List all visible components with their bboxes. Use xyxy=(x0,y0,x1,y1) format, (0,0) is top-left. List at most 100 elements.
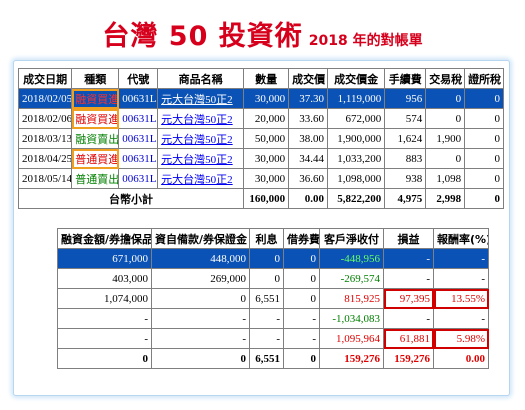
trade-type: 融資賣出 xyxy=(71,128,120,149)
settle-margin: - xyxy=(57,308,152,329)
trade-qty: 20,000 xyxy=(243,108,290,129)
table-row[interactable]: 2018/05/14 普通賣出 00631L 元大台灣50正2 30,000 3… xyxy=(17,168,504,189)
settle-interest: - xyxy=(249,328,284,349)
settle-borrow-fee: - xyxy=(283,328,320,349)
trade-stax: 0 xyxy=(464,108,504,129)
table-row[interactable]: 2018/02/06 融資買進 00631L 元大台灣50正2 20,000 3… xyxy=(17,108,504,129)
settle-total-interest: 6,551 xyxy=(249,348,284,369)
table-row[interactable]: - - - - 1,095,964 61,881 5.98% xyxy=(57,328,489,349)
trade-qty: 30,000 xyxy=(243,88,290,109)
col-qty: 數量 xyxy=(243,68,290,89)
trade-product-link[interactable]: 元大台灣50正2 xyxy=(157,148,245,169)
trade-table: 成交日期 種類 代號 商品名稱 數量 成交價 成交價金 手續費 交易稅 證所稅 … xyxy=(17,68,504,209)
trade-tax: 0 xyxy=(425,88,466,109)
settle-return-highlight: 13.55% xyxy=(433,288,489,309)
trade-stax: 0 xyxy=(464,128,504,149)
trade-header-row: 成交日期 種類 代號 商品名稱 數量 成交價 成交價金 手續費 交易稅 證所稅 xyxy=(17,68,504,89)
col-borrow-fee: 借券費 xyxy=(283,228,320,249)
settle-interest: 0 xyxy=(249,268,284,289)
trade-amount: 1,900,000 xyxy=(326,128,386,149)
table-row[interactable]: 2018/02/05 融資買進 00631L 元大台灣50正2 30,000 3… xyxy=(17,88,504,109)
col-margin: 融資金額/券擔保品 xyxy=(57,228,152,249)
settle-net: 815,925 xyxy=(319,288,384,309)
trade-fee: 1,624 xyxy=(384,128,427,149)
trade-product-link[interactable]: 元大台灣50正2 xyxy=(157,168,245,189)
settle-net: 1,095,964 xyxy=(319,328,384,349)
settle-total-self-fund: 0 xyxy=(151,348,250,369)
settle-margin: - xyxy=(57,328,152,349)
settle-net: -269,574 xyxy=(319,268,384,289)
trade-product-link[interactable]: 元大台灣50正2 xyxy=(157,128,245,149)
trade-fee: 956 xyxy=(384,88,427,109)
trade-total-amount: 5,822,200 xyxy=(326,188,386,209)
trade-price: 37.30 xyxy=(288,88,328,109)
table-row[interactable]: 671,000 448,000 0 0 -448,956 - - xyxy=(57,248,489,269)
settle-return: - xyxy=(433,248,489,269)
col-tax: 交易稅 xyxy=(425,68,466,89)
trade-qty: 30,000 xyxy=(243,168,290,189)
settlement-table: 融資金額/券擔保品 資自備款/券保證金 利息 借券費 客戶淨收付 損益 報酬率(… xyxy=(57,228,489,369)
settle-interest: 6,551 xyxy=(249,288,284,309)
col-date: 成交日期 xyxy=(17,68,73,89)
col-pnl: 損益 xyxy=(383,228,434,249)
table-row[interactable]: 1,074,000 0 6,551 0 815,925 97,395 13.55… xyxy=(57,288,489,309)
trade-total-stax: 0 xyxy=(464,188,504,209)
trade-code: 00631L xyxy=(118,168,159,189)
trade-code: 00631L xyxy=(118,108,159,129)
settle-net: -448,956 xyxy=(319,248,384,269)
settle-interest: 0 xyxy=(249,248,284,269)
title-main: 台灣 50 投資術 xyxy=(102,21,303,52)
trade-product-link[interactable]: 元大台灣50正2 xyxy=(157,88,245,109)
trade-code: 00631L xyxy=(118,148,159,169)
settle-total-row: 0 0 6,551 0 159,276 159,276 0.00 xyxy=(57,348,489,369)
trade-amount: 1,098,000 xyxy=(326,168,386,189)
table-row[interactable]: - - - - -1,034,083 - - xyxy=(57,308,489,329)
trade-type: 融資買進 xyxy=(71,108,120,129)
settle-total-pnl: 159,276 xyxy=(383,348,434,369)
trade-type: 融資買進 xyxy=(71,88,120,109)
col-product: 商品名稱 xyxy=(157,68,245,89)
settle-total-margin: 0 xyxy=(57,348,152,369)
col-interest: 利息 xyxy=(249,228,284,249)
trade-amount: 1,119,000 xyxy=(326,88,386,109)
col-amount: 成交價金 xyxy=(326,68,386,89)
col-net: 客戶淨收付 xyxy=(319,228,384,249)
settle-return: - xyxy=(433,308,489,329)
settle-total-return: 0.00 xyxy=(433,348,489,369)
trade-fee: 938 xyxy=(384,168,427,189)
trade-date: 2018/05/14 xyxy=(17,168,73,189)
trade-price: 38.00 xyxy=(288,128,328,149)
col-stax: 證所稅 xyxy=(464,68,504,89)
trade-code: 00631L xyxy=(118,88,159,109)
settle-self-fund: - xyxy=(151,328,250,349)
settle-header-row: 融資金額/券擔保品 資自備款/券保證金 利息 借券費 客戶淨收付 損益 報酬率(… xyxy=(57,228,489,249)
trade-fee: 883 xyxy=(384,148,427,169)
settle-pnl: - xyxy=(383,268,434,289)
trade-code: 00631L xyxy=(118,128,159,149)
settle-net: -1,034,083 xyxy=(319,308,384,329)
trade-amount: 1,033,200 xyxy=(326,148,386,169)
trade-total-row: 台幣小計 160,000 0.00 5,822,200 4,975 2,998 … xyxy=(17,188,504,209)
trade-total-label: 台幣小計 xyxy=(17,188,245,209)
table-row[interactable]: 2018/03/13 融資賣出 00631L 元大台灣50正2 50,000 3… xyxy=(17,128,504,149)
trade-total-price: 0.00 xyxy=(288,188,328,209)
trade-type: 普通買進 xyxy=(71,148,120,169)
settle-borrow-fee: - xyxy=(283,308,320,329)
settle-interest: - xyxy=(249,308,284,329)
table-row[interactable]: 403,000 269,000 0 0 -269,574 - - xyxy=(57,268,489,289)
settle-self-fund: 269,000 xyxy=(151,268,250,289)
trade-tax: 1,900 xyxy=(425,128,466,149)
trade-amount: 672,000 xyxy=(326,108,386,129)
trade-price: 36.60 xyxy=(288,168,328,189)
trade-total-fee: 4,975 xyxy=(384,188,427,209)
settle-return-highlight: 5.98% xyxy=(433,328,489,349)
trade-type: 普通賣出 xyxy=(71,168,120,189)
trade-product-link[interactable]: 元大台灣50正2 xyxy=(157,108,245,129)
trade-price: 33.60 xyxy=(288,108,328,129)
settle-borrow-fee: 0 xyxy=(283,268,320,289)
table-row[interactable]: 2018/04/25 普通買進 00631L 元大台灣50正2 30,000 3… xyxy=(17,148,504,169)
trade-qty: 30,000 xyxy=(243,148,290,169)
settle-margin: 403,000 xyxy=(57,268,152,289)
settle-return: - xyxy=(433,268,489,289)
settle-self-fund: 448,000 xyxy=(151,248,250,269)
